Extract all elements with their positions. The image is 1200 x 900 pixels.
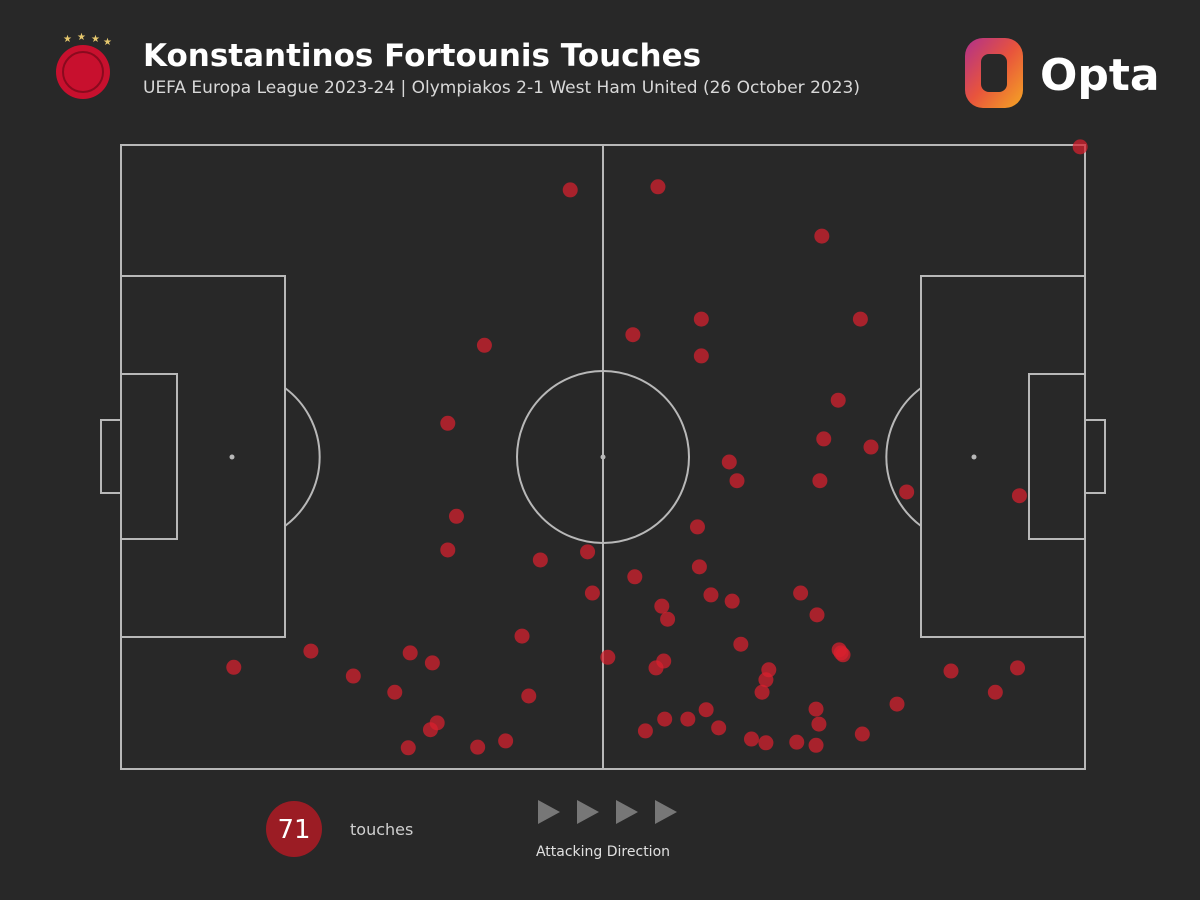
touch-point xyxy=(814,228,830,244)
pitch xyxy=(100,144,1106,770)
touch-point xyxy=(816,431,832,447)
touch-point xyxy=(711,720,727,736)
count-badge xyxy=(266,801,322,857)
touch-label: touches xyxy=(350,820,413,839)
penalty-spot xyxy=(229,454,235,460)
touch-point xyxy=(422,722,438,738)
brand-logo: Opta xyxy=(965,38,1160,108)
touch-point xyxy=(532,552,548,568)
touch-point xyxy=(754,684,770,700)
touch-point xyxy=(812,473,828,489)
touch-point xyxy=(724,593,740,609)
touch-point xyxy=(758,735,774,751)
touch-point xyxy=(808,737,824,753)
touch-point xyxy=(987,684,1003,700)
touch-point xyxy=(637,723,653,739)
touch-point xyxy=(743,731,759,747)
touch-point xyxy=(648,660,664,676)
touch-point xyxy=(698,702,714,718)
touch-point xyxy=(627,569,643,585)
touch-point xyxy=(476,337,492,353)
touch-point xyxy=(514,628,530,644)
touch-point xyxy=(943,663,959,679)
touch-point xyxy=(660,611,676,627)
touch-point xyxy=(498,733,514,749)
touch-point xyxy=(693,348,709,364)
touch-point xyxy=(863,439,879,455)
touch-point xyxy=(424,655,440,671)
touch-point xyxy=(693,311,709,327)
touch-point xyxy=(521,688,537,704)
touch-point xyxy=(1010,660,1026,676)
touch-point xyxy=(899,484,915,500)
touch-point xyxy=(689,519,705,535)
touch-point xyxy=(733,636,749,652)
touch-point xyxy=(1011,488,1027,504)
touch-point xyxy=(1072,139,1088,155)
touch-point xyxy=(808,701,824,717)
touch-point xyxy=(691,559,707,575)
touch-point xyxy=(440,542,456,558)
subtitle: UEFA Europa League 2023-24 | Olympiakos … xyxy=(143,78,860,98)
direction-arrows xyxy=(538,800,677,824)
touch-count: 71 xyxy=(277,815,310,845)
touch-point xyxy=(448,508,464,524)
touch-point xyxy=(809,607,825,623)
penalty-spot xyxy=(971,454,977,460)
touch-point xyxy=(650,179,666,195)
club-badge: ★ ★ ★ ★ xyxy=(56,32,112,99)
brand-name: Opta xyxy=(1040,50,1160,101)
svg-text:★: ★ xyxy=(63,34,72,45)
touch-point xyxy=(387,684,403,700)
center-spot xyxy=(600,454,606,460)
touch-point xyxy=(830,392,846,408)
touch-point xyxy=(703,587,719,603)
touch-point xyxy=(226,659,242,675)
touch-point xyxy=(600,649,616,665)
touch-point xyxy=(562,182,578,198)
svg-text:★: ★ xyxy=(103,37,112,48)
touch-point xyxy=(889,696,905,712)
touch-point xyxy=(470,739,486,755)
touch-point xyxy=(758,672,774,688)
touch-point xyxy=(811,716,827,732)
touch-point xyxy=(654,598,670,614)
touch-point xyxy=(625,327,641,343)
touch-point xyxy=(440,415,456,431)
svg-text:★: ★ xyxy=(91,34,100,45)
direction-label: Attacking Direction xyxy=(536,844,670,860)
touch-point xyxy=(852,311,868,327)
touch-point xyxy=(657,711,673,727)
touch-point xyxy=(303,643,319,659)
title: Konstantinos Fortounis Touches xyxy=(143,38,701,74)
touch-point xyxy=(789,734,805,750)
touch-point xyxy=(793,585,809,601)
touch-point xyxy=(721,454,737,470)
touch-point xyxy=(402,645,418,661)
touch-point xyxy=(345,668,361,684)
touch-point xyxy=(833,645,849,661)
touch-point xyxy=(680,711,696,727)
touch-point xyxy=(729,473,745,489)
touch-point xyxy=(580,544,596,560)
touch-point xyxy=(400,740,416,756)
svg-text:★: ★ xyxy=(77,32,86,43)
touch-point xyxy=(584,585,600,601)
touch-point xyxy=(854,726,870,742)
